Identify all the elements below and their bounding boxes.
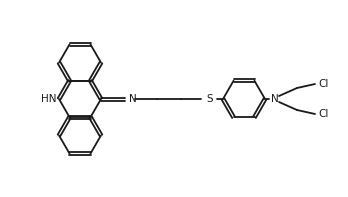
Text: N: N <box>129 94 137 104</box>
Text: Cl: Cl <box>318 109 329 119</box>
Text: S: S <box>206 94 213 104</box>
Text: HN: HN <box>41 94 57 104</box>
Text: Cl: Cl <box>318 79 329 89</box>
Text: N: N <box>271 94 279 104</box>
